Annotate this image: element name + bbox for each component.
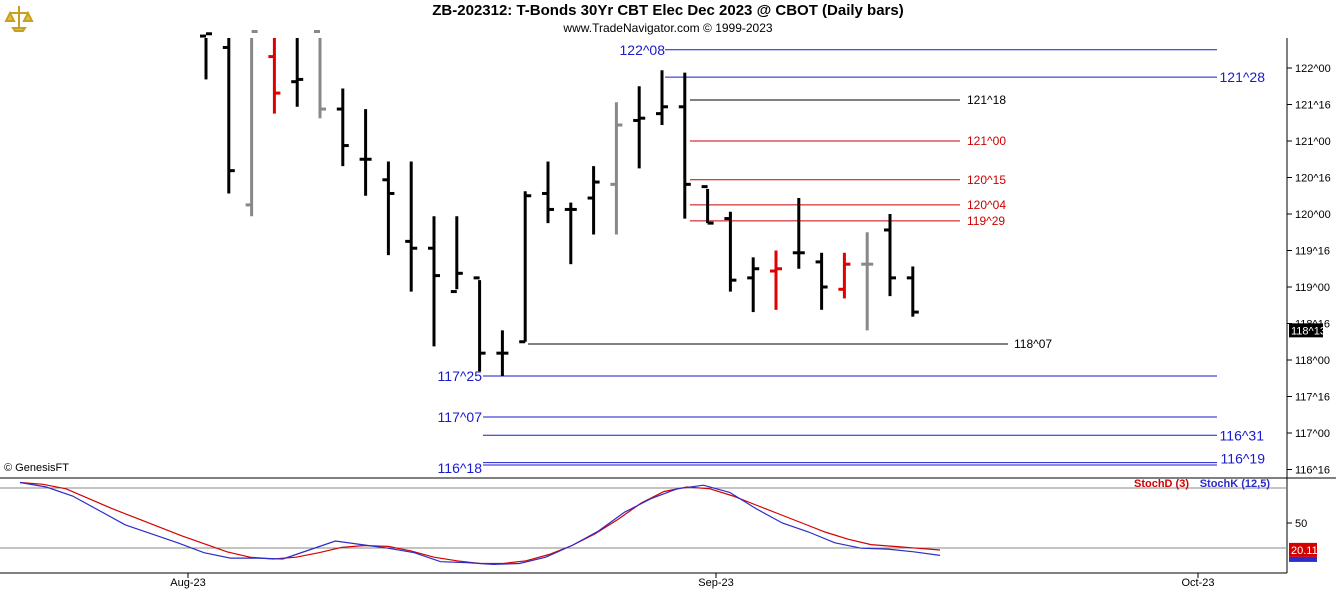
last-price-box [1289,323,1323,338]
stoch-value-box [1289,542,1317,557]
price-axis: 122^00 121^16 121^00 120^16 120^00 119^16 119^… [1287,63,1331,477]
stoch-k-legend: StochK (12,5) [1200,478,1271,490]
level-label: 120^15 [967,173,1006,187]
time-tick-label: Aug-23 [170,577,205,589]
price-tick-label: 120^16 [1295,173,1331,185]
price-tick-label: 121^00 [1295,136,1331,148]
time-axis: Aug-23 Sep-23 Oct-23 [170,573,1215,589]
level-label: 122^08 [620,42,666,58]
price-tick-label: 121^16 [1295,100,1331,112]
level-lines: 122^08 121^28 121^18 121^00 120^15 120^04 119^… [438,42,1266,476]
time-tick-label: Oct-23 [1181,577,1214,589]
level-label: 118^07 [1014,337,1052,351]
level-label: 116^31 [1220,427,1265,443]
level-label: 116^19 [1221,451,1266,467]
stochastic-panel: StochD (3) StochK (12,5) 50 20.11 [19,478,1318,566]
price-tick-label: 122^00 [1295,63,1331,75]
level-label: 116^18 [438,460,483,476]
stoch-d-legend: StochD (3) [1134,478,1189,490]
price-tick-label: 117^00 [1295,428,1330,440]
price-tick-label: 120^00 [1295,209,1331,221]
genesis-logo-icon [4,6,34,32]
ohlc-bars [200,30,919,376]
stoch-line [19,481,941,565]
stoch-tick-label: 50 [1295,518,1307,530]
level-label: 117^25 [438,368,483,384]
level-label: 121^00 [967,134,1006,148]
chart-title: ZB-202312: T-Bonds 30Yr CBT Elec Dec 202… [432,2,904,19]
level-label: 119^29 [967,214,1005,228]
price-tick-label: 116^16 [1295,465,1330,477]
level-label: 117^07 [438,409,483,425]
price-tick-label: 119^16 [1295,246,1330,258]
copyright-label: © GenesisFT [4,462,69,474]
price-tick-label: 119^00 [1295,282,1330,294]
level-label: 121^18 [967,93,1006,107]
stoch-value-label: 20.11 [1291,545,1318,557]
level-label: 120^04 [967,198,1006,212]
time-tick-label: Sep-23 [698,577,733,589]
chart-subtitle: www.TradeNavigator.com © 1999-2023 [563,21,773,35]
stoch-line [19,481,941,566]
stoch-k-value-box [1289,556,1317,562]
last-price-label: 118^13 [1291,325,1326,337]
price-tick-label: 118^00 [1295,355,1330,367]
level-label: 121^28 [1220,69,1266,85]
price-tick-label: 117^16 [1295,392,1330,404]
